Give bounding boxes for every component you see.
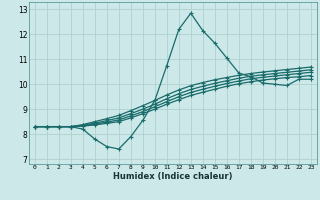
X-axis label: Humidex (Indice chaleur): Humidex (Indice chaleur) <box>113 172 233 181</box>
